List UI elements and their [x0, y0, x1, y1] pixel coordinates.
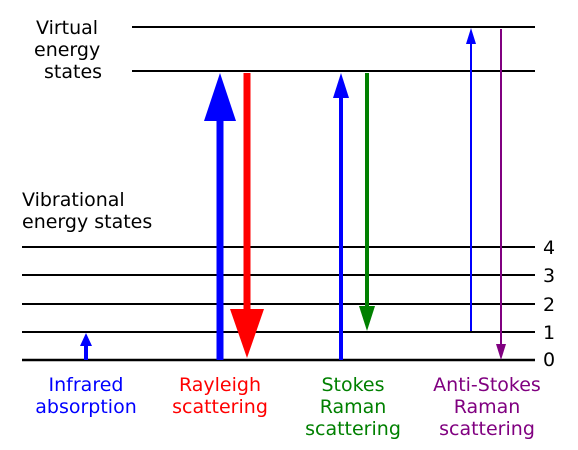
stokes-caption-line-3: scattering — [305, 418, 401, 440]
level-number-0: 0 — [543, 349, 555, 371]
stokes-excitation-arrow — [333, 73, 349, 360]
level-number-3: 3 — [543, 265, 555, 287]
virtual-label-line-1: Virtual — [36, 17, 98, 39]
anti-stokes-caption-line-2: Raman — [454, 396, 521, 418]
rayleigh-emission-arrow — [230, 73, 264, 358]
rayleigh-caption-line-2: scattering — [172, 396, 268, 418]
vibrational-label-line-1: Vibrational — [22, 189, 125, 211]
infrared-arrow — [80, 333, 92, 360]
anti-stokes-excitation-arrow — [466, 28, 476, 331]
anti-stokes-emission-arrow — [496, 29, 506, 360]
anti-stokes-caption-line-1: Anti-Stokes — [433, 374, 541, 396]
infrared-caption-line-2: absorption — [35, 396, 137, 418]
vibrational-label-line-2: energy states — [22, 211, 152, 233]
virtual-label-line-2: energy — [34, 39, 100, 61]
level-number-2: 2 — [543, 294, 555, 316]
anti-stokes-caption-line-3: scattering — [439, 418, 535, 440]
level-number-4: 4 — [543, 237, 555, 259]
stokes-caption-line-1: Stokes — [321, 374, 384, 396]
rayleigh-caption-line-1: Rayleigh — [179, 374, 261, 396]
level-number-1: 1 — [543, 322, 555, 344]
infrared-caption-line-1: Infrared — [49, 374, 124, 396]
stokes-caption-line-2: Raman — [320, 396, 387, 418]
rayleigh-excitation-arrow — [204, 73, 236, 360]
stokes-emission-arrow — [359, 73, 375, 331]
virtual-label-line-3: states — [44, 61, 102, 83]
